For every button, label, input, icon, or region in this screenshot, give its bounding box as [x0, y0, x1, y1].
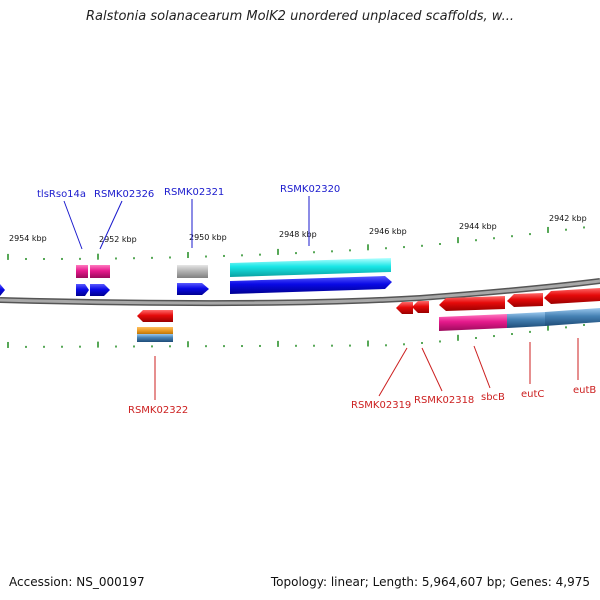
- gene-arrow-forward[interactable]: [0, 284, 5, 296]
- topology-text: Topology: linear; Length: 5,964,607 bp; …: [270, 575, 590, 589]
- gene-arrow-forward[interactable]: [76, 284, 89, 296]
- feature-bar[interactable]: [545, 308, 600, 326]
- feature-bar[interactable]: [137, 334, 173, 342]
- leader-line: [421, 347, 443, 392]
- gene-arrow-reverse[interactable]: [137, 310, 173, 322]
- feature-bar[interactable]: [76, 265, 88, 278]
- gene-arrow-reverse[interactable]: [439, 296, 505, 311]
- gene-arrow-forward[interactable]: [90, 284, 110, 296]
- gene-label-RSMK02326[interactable]: RSMK02326: [94, 189, 154, 200]
- leader-line: [63, 200, 83, 250]
- feature-bar[interactable]: [230, 258, 391, 277]
- kbp-label: 2950 kbp: [189, 233, 227, 242]
- gene-label-sbcB[interactable]: sbcB: [481, 392, 505, 403]
- gene-label-RSMK02318[interactable]: RSMK02318: [414, 395, 474, 406]
- gene-label-eutB[interactable]: eutB: [573, 385, 596, 396]
- gene-label-RSMK02322[interactable]: RSMK02322: [128, 405, 188, 416]
- gene-label-RSMK02319[interactable]: RSMK02319: [351, 400, 411, 411]
- chromosome-backbone: [0, 279, 600, 305]
- kbp-label: 2942 kbp: [549, 214, 587, 223]
- gene-label-eutC[interactable]: eutC: [521, 389, 544, 400]
- gene-arrow-reverse[interactable]: [412, 301, 429, 313]
- feature-bar[interactable]: [177, 265, 208, 278]
- gene-label-tlsRso14a[interactable]: tlsRso14a: [37, 189, 86, 200]
- kbp-label: 2944 kbp: [459, 222, 497, 231]
- feature-bar[interactable]: [90, 265, 110, 278]
- leader-line: [473, 345, 491, 389]
- gene-arrow-reverse[interactable]: [507, 293, 543, 307]
- kbp-label: 2952 kbp: [99, 235, 137, 244]
- kbp-label: 2946 kbp: [369, 227, 407, 236]
- leader-line: [99, 200, 123, 250]
- accession-text: Accession: NS_000197: [9, 575, 145, 589]
- gene-label-RSMK02320[interactable]: RSMK02320: [280, 184, 340, 195]
- gene-arrow-reverse[interactable]: [544, 288, 600, 304]
- upper-scale-ticks: [7, 226, 585, 260]
- gene-arrow-forward[interactable]: [177, 283, 209, 295]
- gene-arrow-forward[interactable]: [230, 276, 392, 294]
- leader-line: [378, 347, 408, 397]
- kbp-label: 2948 kbp: [279, 230, 317, 239]
- kbp-label: 2954 kbp: [9, 234, 47, 243]
- feature-bar[interactable]: [137, 327, 173, 335]
- feature-bar[interactable]: [439, 314, 507, 331]
- map-title: Ralstonia solanacearum MolK2 unordered u…: [85, 9, 514, 24]
- gene-label-RSMK02321[interactable]: RSMK02321: [164, 187, 224, 198]
- feature-bar[interactable]: [507, 312, 545, 328]
- gene-arrow-reverse[interactable]: [396, 302, 413, 314]
